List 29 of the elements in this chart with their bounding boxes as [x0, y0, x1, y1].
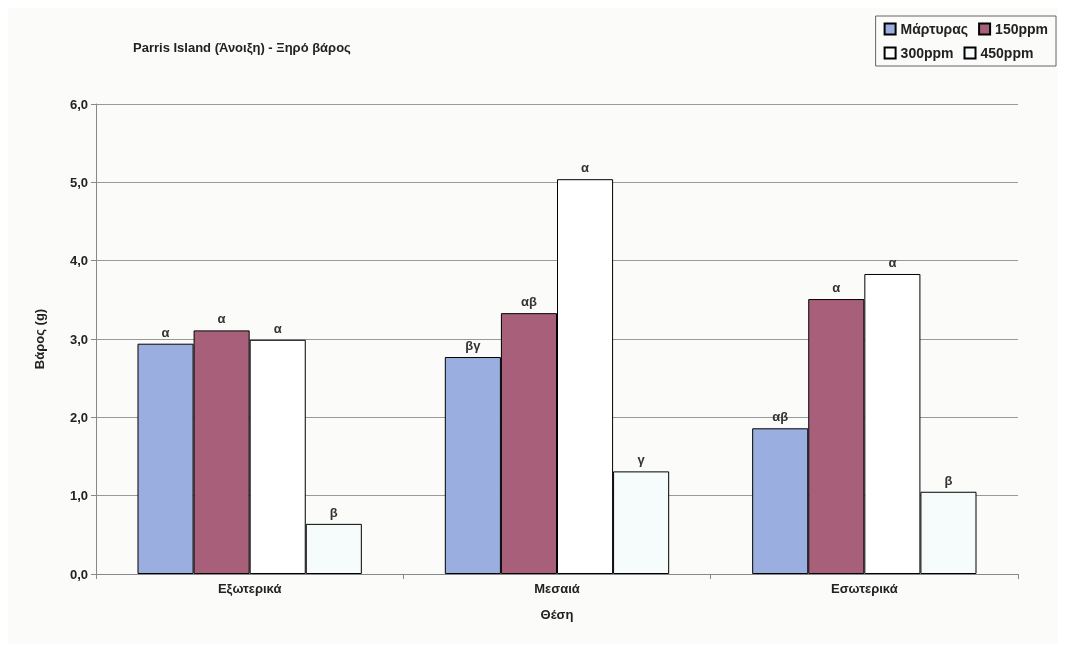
- y-tick-label: 1,0: [69, 488, 88, 504]
- y-tick-label: 5,0: [69, 174, 88, 190]
- y-axis-title: Βάρος (g): [32, 308, 47, 370]
- legend-label: 450ppm: [980, 45, 1034, 61]
- data-label: αβ: [772, 409, 789, 425]
- data-label: α: [832, 280, 841, 296]
- y-tick-label: 3,0: [69, 331, 88, 347]
- legend-label: 150ppm: [995, 21, 1049, 37]
- data-label: β: [944, 472, 953, 488]
- y-tick-label: 6,0: [69, 96, 88, 112]
- data-label: α: [888, 254, 897, 270]
- legend-label: Μάρτυρας: [900, 21, 969, 37]
- chart-title: Parris Island (Άνοιξη) - Ξηρό βάρος: [133, 40, 352, 55]
- x-axis-title: Θέση: [540, 607, 574, 622]
- x-tick-label: Εσωτερικά: [831, 581, 898, 596]
- legend-label: 300ppm: [900, 45, 954, 61]
- y-tick-label: 0,0: [69, 566, 88, 582]
- data-label: β: [329, 504, 338, 520]
- data-label: α: [581, 160, 590, 176]
- x-tick-label: Εξωτερικά: [217, 581, 282, 596]
- y-tick-label: 2,0: [69, 409, 88, 425]
- data-label: γ: [637, 452, 646, 468]
- data-label: α: [217, 311, 226, 327]
- data-label: αβ: [520, 294, 537, 310]
- data-label: α: [273, 320, 282, 336]
- x-tick-label: Μεσαιά: [534, 581, 580, 596]
- y-tick-label: 4,0: [69, 253, 88, 269]
- data-label: α: [161, 324, 170, 340]
- data-label: βγ: [465, 338, 482, 354]
